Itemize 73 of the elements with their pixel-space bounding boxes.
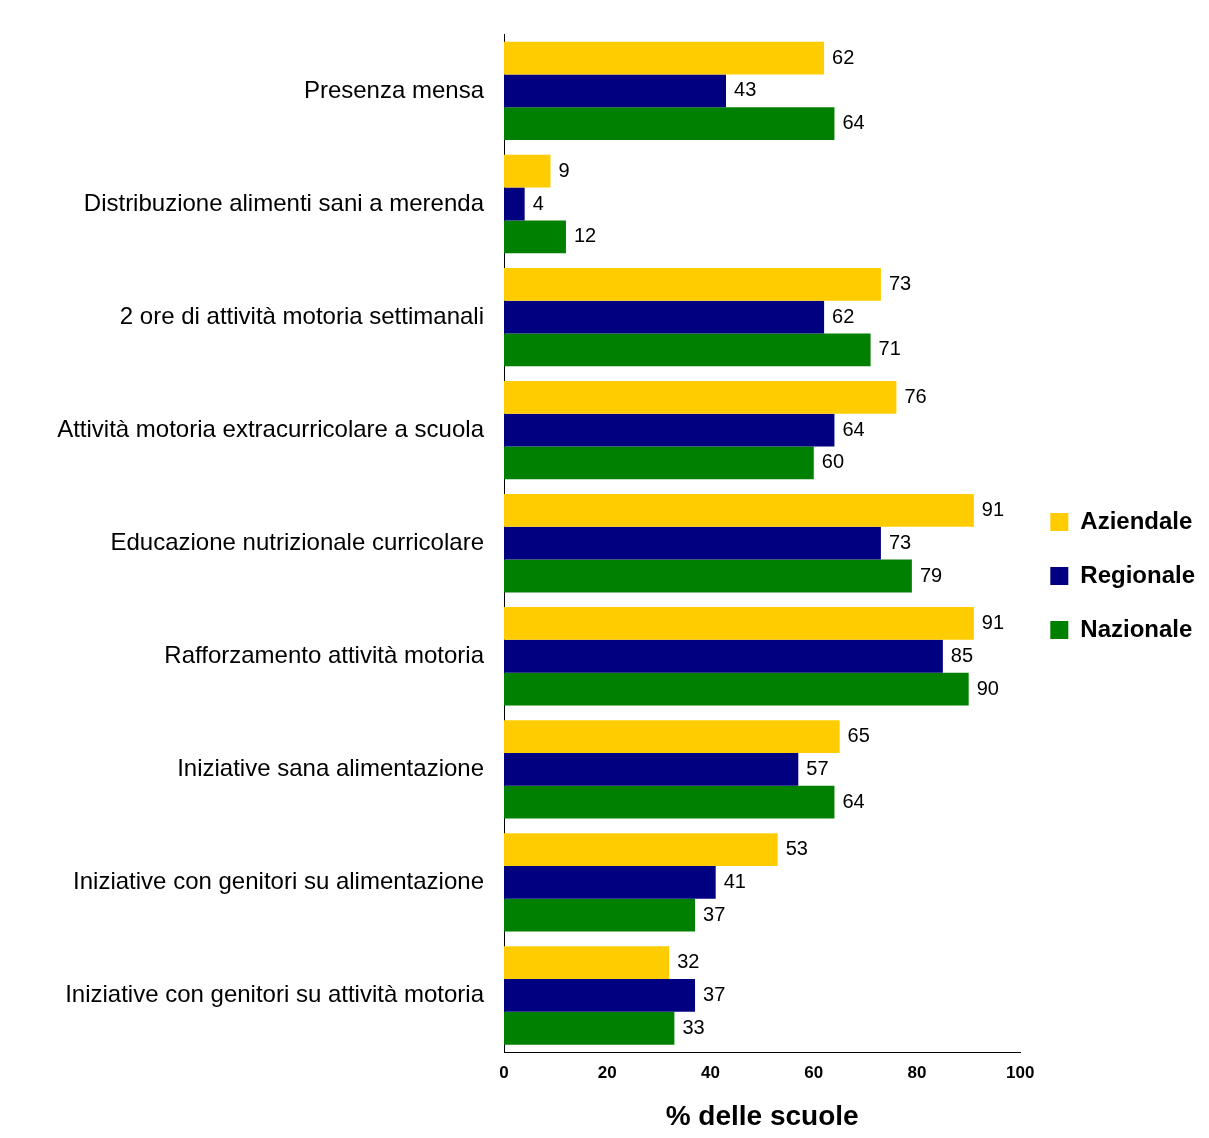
legend-label: Regionale (1080, 560, 1196, 588)
bar (504, 946, 670, 980)
bar (504, 526, 881, 560)
data-label: 76 (904, 384, 927, 407)
y-tick-label: Iniziative sana alimentazione (177, 753, 484, 781)
data-label: 60 (821, 450, 845, 473)
y-tick-label: Distribuzione alimenti sani a merenda (83, 188, 485, 216)
bar (504, 898, 696, 932)
data-label: 43 (734, 78, 757, 101)
bar (504, 607, 974, 640)
bar (504, 494, 974, 527)
data-label: 73 (888, 530, 912, 553)
data-label: 90 (976, 676, 999, 699)
bar (504, 752, 799, 786)
bar (504, 154, 551, 188)
data-label: 9 (558, 158, 570, 181)
bar (504, 639, 943, 673)
data-label: 64 (842, 417, 865, 440)
data-label: 4 (532, 191, 544, 214)
bar (504, 672, 969, 706)
y-tick-label: Iniziative con genitori su alimentazione (73, 867, 484, 895)
data-label: 53 (785, 837, 808, 860)
bar (504, 559, 912, 593)
x-tick-label: 80 (907, 1062, 927, 1082)
data-label: 32 (677, 950, 700, 973)
y-tick-label: Attività motoria extracurricolare a scuola (57, 414, 485, 442)
data-label: 73 (888, 271, 912, 294)
data-label: 91 (981, 610, 1005, 633)
bar (504, 785, 835, 819)
data-label: 57 (806, 756, 829, 779)
data-label: 12 (573, 224, 597, 247)
data-label: 37 (703, 982, 726, 1005)
data-label: 85 (950, 643, 974, 666)
bar (504, 41, 825, 75)
bar (504, 380, 897, 414)
data-label: 33 (682, 1015, 705, 1038)
x-tick-label: 20 (597, 1062, 617, 1082)
bar (504, 833, 778, 867)
data-label: 71 (878, 337, 901, 360)
data-label: 65 (847, 724, 870, 747)
bar (504, 720, 840, 753)
bar (504, 220, 566, 254)
y-tick-label: Rafforzamento attività motoria (164, 640, 485, 668)
x-axis-title: % delle scuole (665, 1099, 859, 1131)
x-tick-label: 100 (1006, 1062, 1035, 1082)
legend-label: Aziendale (1080, 506, 1193, 534)
y-tick-label: 2 ore di attività motoria settimanali (119, 301, 484, 329)
data-label: 41 (723, 869, 746, 892)
data-label: 79 (919, 563, 943, 586)
data-label: 62 (832, 304, 855, 327)
bar (504, 300, 825, 334)
y-tick-label: Educazione nutrizionale curricolare (110, 527, 484, 555)
bar (504, 74, 727, 108)
x-tick-label: 60 (804, 1062, 824, 1082)
bar (504, 107, 835, 141)
bar (504, 187, 525, 221)
bar (504, 1011, 675, 1045)
y-tick-label: Iniziative con genitori su attività motoria (65, 980, 485, 1008)
bar (504, 267, 881, 301)
bar (504, 446, 814, 480)
bar (504, 979, 696, 1012)
bar (504, 866, 716, 899)
bar (504, 413, 835, 447)
x-tick-label: 40 (701, 1062, 720, 1082)
legend-label: Nazionale (1080, 614, 1193, 642)
y-tick-label: Presenza mensa (303, 75, 485, 103)
data-label: 64 (842, 111, 865, 134)
data-label: 62 (832, 45, 855, 68)
data-label: 64 (842, 789, 865, 812)
x-tick-label: 0 (499, 1062, 509, 1082)
bar (504, 333, 871, 367)
data-label: 91 (981, 497, 1005, 520)
data-label: 37 (703, 902, 726, 925)
